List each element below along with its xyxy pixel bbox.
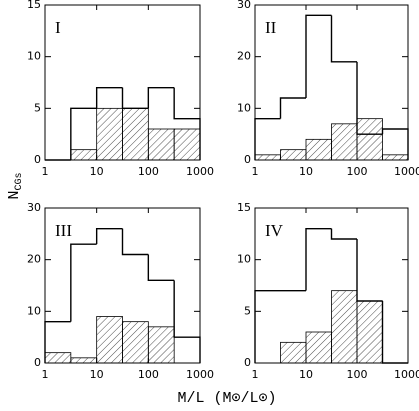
hatched-bar [96, 316, 123, 364]
hatched-bar [147, 326, 175, 364]
histogram-step [330, 15, 357, 63]
y-tick-label: 30 [237, 0, 251, 11]
y-tick-label: 0 [244, 153, 251, 166]
plot-frame [44, 207, 201, 364]
histogram-step [147, 254, 175, 282]
hatched-bar [147, 128, 175, 161]
y-tick-label: 10 [237, 101, 251, 114]
y-tick-label: 10 [27, 304, 41, 317]
x-tick-label: 10 [299, 368, 313, 381]
histogram-step [279, 97, 306, 119]
panel: 1 10 100 1000 0 5 10 15 I [27, 0, 214, 178]
x-axis-label: M/L (M⊙/L⊙) [177, 390, 276, 407]
histogram-step [173, 280, 201, 363]
histogram-step [356, 239, 383, 302]
x-tick-label: 1 [252, 368, 259, 381]
y-tick-label: 0 [34, 153, 41, 166]
x-tick-label: 100 [138, 165, 159, 178]
histogram-step [381, 301, 408, 364]
panel: 1 10 100 1000 0 10 20 30 III [27, 201, 214, 381]
plot-frame [254, 207, 409, 364]
histogram-step [147, 86, 175, 109]
hatched-bar [70, 149, 98, 161]
y-axis-label: NCGs [6, 172, 25, 199]
y-tick-label: 5 [34, 101, 41, 114]
panel-label: IV [265, 221, 284, 240]
histogram-step [121, 87, 149, 110]
y-axis-label-main: N [6, 191, 23, 200]
x-tick-label: 100 [347, 165, 368, 178]
y-tick-label: 0 [34, 356, 41, 369]
hatched-bar [305, 331, 332, 364]
y-tick-label: 15 [27, 0, 41, 11]
hatched-bar [331, 123, 358, 161]
plot-frame [254, 4, 409, 161]
x-tick-label: 10 [90, 165, 104, 178]
panel: 1 10 100 1000 0 5 10 15 IV [237, 201, 419, 381]
y-tick-label: 0 [244, 356, 251, 369]
x-tick-label: 1000 [186, 368, 214, 381]
hatched-bar [96, 107, 123, 161]
x-tick-label: 10 [299, 165, 313, 178]
hatched-bar [70, 357, 98, 364]
hatched-bar [305, 138, 332, 161]
panel: 1 10 100 1000 0 10 20 30 II [237, 0, 419, 178]
hatched-bar [122, 321, 149, 364]
hatched-bar [254, 154, 281, 161]
x-tick-label: 100 [347, 368, 368, 381]
panel-label: III [55, 221, 72, 240]
histogram-step [95, 86, 123, 109]
x-tick-label: 10 [90, 368, 104, 381]
histogram-step [95, 227, 123, 245]
hatched-bar [356, 300, 383, 364]
hatched-bar [280, 341, 307, 364]
x-tick-label: 1 [42, 165, 49, 178]
x-tick-label: 1000 [186, 165, 214, 178]
hatched-bar [173, 128, 201, 161]
panel-label: II [265, 18, 277, 37]
histogram-step [330, 228, 357, 240]
hatched-bar [122, 107, 149, 161]
plot-frame [44, 4, 201, 161]
x-tick-label: 1000 [394, 368, 419, 381]
hatched-bar [356, 118, 383, 161]
histogram-step [254, 117, 281, 160]
y-tick-label: 30 [27, 201, 41, 214]
y-axis-label-sub: CGs [14, 172, 25, 190]
histogram-step [70, 107, 97, 160]
x-tick-label: 1000 [394, 165, 419, 178]
y-tick-label: 10 [237, 253, 251, 266]
histogram-step [305, 14, 332, 98]
histogram-step [70, 243, 97, 322]
y-tick-label: 20 [237, 50, 251, 63]
hatched-bar [44, 352, 72, 364]
histogram-step [121, 228, 149, 256]
x-tick-label: 1 [42, 368, 49, 381]
hatched-bar [280, 149, 307, 161]
hatched-bar [331, 290, 358, 364]
y-tick-label: 10 [27, 50, 41, 63]
histogram-step [305, 227, 332, 291]
y-tick-label: 20 [27, 253, 41, 266]
hatched-bar [382, 154, 409, 161]
x-tick-label: 1 [252, 165, 259, 178]
y-tick-label: 5 [244, 304, 251, 317]
x-tick-label: 100 [138, 368, 159, 381]
panel-label: I [55, 18, 61, 37]
y-tick-label: 15 [237, 201, 251, 214]
histogram-step [254, 289, 281, 363]
